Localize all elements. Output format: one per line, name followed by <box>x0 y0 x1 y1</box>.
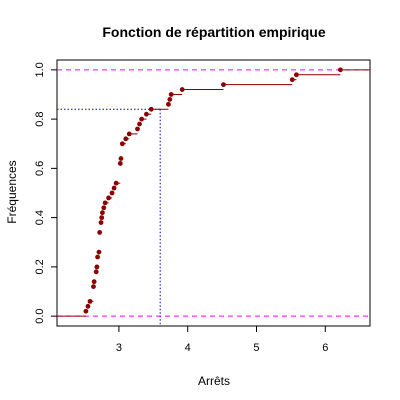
data-point <box>123 136 129 142</box>
y-tick-label: 0.4 <box>34 210 46 225</box>
data-point <box>91 284 96 289</box>
data-point <box>102 200 108 206</box>
data-point <box>289 77 295 83</box>
data-point <box>148 106 154 112</box>
data-point <box>87 298 93 304</box>
x-tick-label: 5 <box>253 342 259 354</box>
data-point <box>106 195 111 201</box>
y-tick-label: 1.0 <box>34 62 46 77</box>
plot-area: 3 4 5 6 0.0 0.2 0.4 0.6 0.8 1.0 <box>34 59 371 354</box>
data-point <box>293 72 299 78</box>
data-point <box>137 121 142 127</box>
y-axis-label: Fréquences <box>5 160 19 223</box>
data-point <box>83 308 89 314</box>
chart-title: Fonction de répartition empirique <box>102 24 325 40</box>
x-axis-label: Arrêts <box>198 374 230 388</box>
data-point <box>101 205 107 211</box>
data-point <box>119 141 125 147</box>
data-point <box>166 101 171 107</box>
data-point <box>111 185 117 191</box>
data-point <box>221 82 226 88</box>
data-point <box>179 87 185 92</box>
data-point <box>98 220 104 225</box>
y-tick-label: 0.8 <box>34 111 46 126</box>
data-point <box>96 249 102 255</box>
y-tick-label: 0.0 <box>34 308 46 323</box>
x-tick-label: 4 <box>185 342 191 354</box>
y-tick-label: 0.6 <box>34 161 46 176</box>
x-tick-label: 3 <box>116 342 122 354</box>
data-point <box>338 67 343 73</box>
data-point <box>113 180 119 186</box>
data-point <box>135 126 140 132</box>
plot-frame <box>56 59 371 327</box>
y-tick-label: 0.2 <box>34 259 46 274</box>
x-tick-label: 6 <box>322 342 328 354</box>
data-point <box>117 161 123 166</box>
data-point <box>99 215 105 221</box>
data-point <box>91 279 97 285</box>
data-point <box>118 156 124 161</box>
data-point <box>97 230 103 235</box>
data-point <box>95 254 100 260</box>
data-point <box>100 210 105 216</box>
data-point <box>144 111 149 117</box>
data-point <box>109 190 115 196</box>
data-point <box>139 116 145 122</box>
data-point <box>167 97 173 102</box>
data-point <box>94 264 100 270</box>
data-point <box>168 92 174 97</box>
data-point <box>93 269 99 275</box>
data-point <box>126 131 132 137</box>
data-point <box>85 303 91 309</box>
